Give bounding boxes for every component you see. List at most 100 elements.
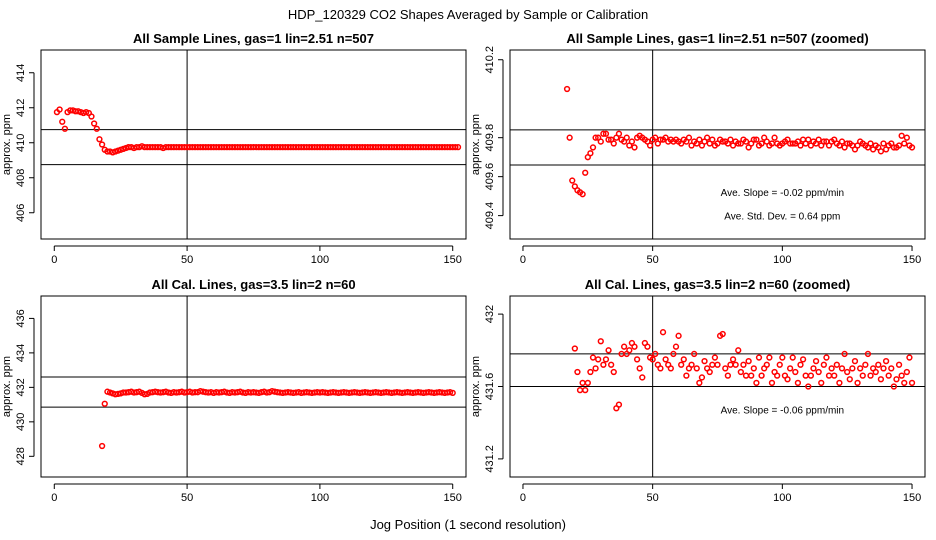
panel-1-data-point [703,134,711,141]
panel-1-data-point [652,134,659,141]
panel-3-data-point [825,372,833,379]
panel-3-data-point [864,350,872,358]
panel-3-data-point [597,338,604,345]
panel-3-data-point [691,350,698,358]
panel-1-y-tick-label: 409.6 [484,163,496,191]
panel-0-title: All Sample Lines, gas=1 lin=2.51 n=507 [133,31,374,46]
panel-3-data-point [854,379,861,387]
panel-sample-lines-zoomed: All Sample Lines, gas=1 lin=2.51 n=507 (… [470,31,926,266]
panel-1-x-tick-label: 0 [520,254,526,266]
panel-3-data-point [722,365,729,372]
panel-3-data-point [587,368,594,376]
panel-3-data-point [602,356,610,363]
panel-3-data-point [626,347,633,354]
panel-3-data-point [797,361,804,368]
panel-2-data-point [255,389,262,397]
panel-3-data-point [600,361,607,368]
panel-3-data-point [571,345,578,352]
panel-1-data-point [719,138,726,145]
panel-3-data-point [706,368,713,376]
panel-3-data-point [898,372,905,379]
panel-3-data-point [867,372,874,379]
panel-2-data-point [141,391,148,398]
panel-1-data-point [880,140,887,147]
panel-3-data-point [750,365,757,372]
panel-3-data-point [589,354,597,361]
panel-3-data-point [823,354,830,361]
panel-1-data-point [753,136,760,143]
panel-3-x-tick-label: 50 [647,492,659,504]
panel-1-data-point [727,136,734,143]
panel-3-y-tick-label: 431.6 [484,373,496,401]
panel-3-annotation-0: Ave. Slope = -0.06 ppm/min [721,406,845,417]
panel-3-data-point [667,365,674,372]
panel-1-data-point [709,136,716,143]
panel-1-plot-frame [509,49,926,240]
panel-3-y-tick-label: 432 [484,305,496,323]
panel-3-data-point [727,361,734,368]
panel-1-data-point [844,140,851,147]
panel-1-data-point [566,134,573,141]
panel-3-data-point [620,343,628,350]
panel-3-data-point [644,343,651,350]
panel-3-data-point [649,356,656,363]
panel-3-data-point [732,361,739,368]
panel-3-data-point [841,350,848,358]
panel-3-data-point [657,365,664,372]
panel-1-data-point [597,138,604,145]
panel-3-data-point [595,356,602,363]
panel-1-y-axis-label: approx. ppm [470,114,482,175]
panel-cal-lines: All Cal. Lines, gas=3.5 lin=2 n=60 0 50 100… [1,277,467,504]
panel-1-title: All Sample Lines, gas=1 lin=2.51 n=507 (… [566,31,868,46]
panel-1-data-point [589,144,597,151]
panel-0-data-point [452,143,459,151]
panel-3-data-point [652,350,659,358]
panel-3-data-point [740,361,747,368]
panel-3-data-point [592,365,599,372]
panel-3-data-point [844,368,851,376]
panel-3-data-point [875,361,882,368]
panel-3-data-point [688,361,695,368]
panel-0-data-point [98,141,106,148]
panel-1-data-point [768,140,776,147]
panel-3-data-point [615,401,623,408]
panel-1-data-point [602,130,610,137]
panel-3-data-point [693,365,700,372]
panel-3-data-point [812,358,820,365]
panel-3-y-tick-label: 431.2 [484,445,496,473]
panel-1-data-point [908,144,916,151]
panel-1-data-point [867,140,874,147]
panel-0-data-point [90,120,98,127]
panel-0-y-tick-label: 410 [15,134,27,152]
panel-0-data-point [56,106,63,113]
panel-3-data-point [735,347,742,354]
panel-2-data-point [101,400,108,407]
panel-3-data-point [766,354,773,361]
panel-3-data-point [908,379,916,387]
panel-3-y-axis-label: approx. ppm [470,356,482,417]
panel-3-data-point [729,356,737,363]
panel-3-data-point [890,383,898,390]
panel-3-data-point [828,365,835,372]
panel-3-data-point [833,361,840,368]
panel-3-data-point [748,372,755,379]
panel-2-y-axis-label: approx. ppm [1,356,13,417]
panel-0-x-tick-label: 100 [311,254,329,266]
panel-1-data-point [685,134,693,141]
panel-3-data-point [672,343,680,350]
panel-3-data-point [662,356,669,363]
panel-3-data-point [851,358,859,365]
panel-3-data-point [678,361,685,368]
panel-0-y-tick-label: 408 [15,169,27,187]
panel-3-data-point [901,379,908,387]
panel-1-data-point [789,140,796,147]
panel-3-data-point [810,365,817,372]
panel-3-data-point [719,330,726,338]
panel-3-data-point [786,365,794,372]
panel-1-data-point [587,150,594,157]
panel-1-data-point [898,132,905,139]
panel-1-data-point [805,136,812,143]
panel-2-data-point [449,389,456,397]
panel-1-data-point [592,134,599,141]
